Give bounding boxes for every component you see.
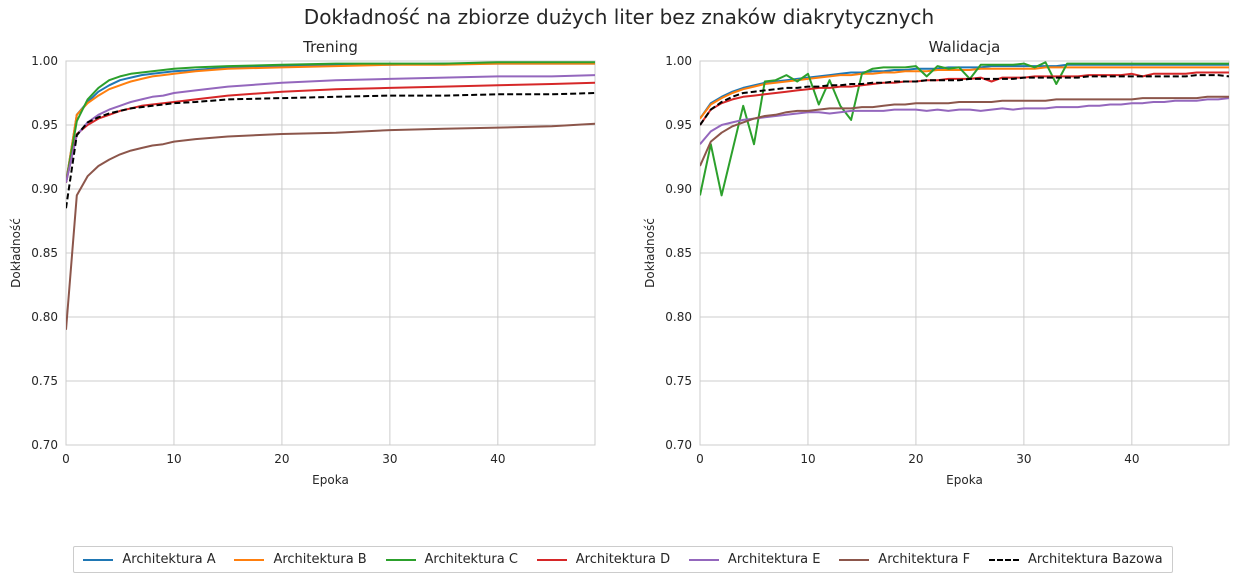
x-tick-label: 40	[490, 452, 505, 466]
x-axis-label: Epoka	[312, 473, 349, 487]
legend-label: Architektura Bazowa	[1027, 552, 1163, 567]
chart-panel-1: 0.70 0.75 0.80 0.85 0.90 0.95 1.00 0 10 20 30 40 Tre…	[9, 38, 596, 487]
y-tick-label: 0.90	[31, 182, 58, 196]
y-tick-label: 1.00	[665, 54, 692, 68]
plot-frame	[699, 60, 1230, 446]
series-line-1	[700, 63, 1229, 120]
panel-title: Trening	[302, 38, 358, 56]
x-tick-label: 0	[62, 452, 70, 466]
legend-item-bazowa: Architektura Bazowa	[988, 552, 1163, 567]
y-tick-label: 0.85	[665, 246, 692, 260]
y-tick-label: 0.85	[31, 246, 58, 260]
y-axis-label: Dokładność	[9, 218, 23, 288]
y-tick-label: 0.75	[665, 374, 692, 388]
chart-panel-2: 0.70 0.75 0.80 0.85 0.90 0.95 1.00 0 10 20 30 40 Wal…	[643, 38, 1230, 487]
x-tick-label: 10	[166, 452, 181, 466]
x-tick-label: 30	[382, 452, 397, 466]
series-line-6	[700, 95, 1229, 167]
legend-swatch	[839, 558, 870, 561]
series-line-5	[66, 74, 595, 183]
y-tick-label: 0.70	[31, 438, 58, 452]
legend-swatch	[536, 558, 567, 561]
x-tick-label: 0	[696, 452, 704, 466]
panel-title: Walidacja	[929, 38, 1001, 56]
y-tick-label: 1.00	[31, 54, 58, 68]
y-tick-label: 0.95	[31, 118, 58, 132]
legend-label: Architektura C	[424, 552, 518, 567]
series-group	[66, 61, 595, 330]
y-tick-label: 0.95	[665, 118, 692, 132]
legend-item-e: Architektura E	[688, 552, 821, 567]
legend-item-b: Architektura B	[234, 552, 367, 567]
figure-title: Dokładność na zbiorze dużych liter bez z…	[303, 5, 935, 29]
series-line-3	[66, 61, 595, 183]
series-line-4	[66, 81, 595, 183]
legend-label: Architektura E	[727, 552, 821, 567]
series-line-3	[700, 61, 1229, 197]
legend-swatch	[83, 558, 114, 561]
legend-item-c: Architektura C	[385, 552, 518, 567]
x-tick-label: 40	[1124, 452, 1139, 466]
series-line-6	[66, 122, 595, 330]
y-tick-label: 0.75	[31, 374, 58, 388]
legend-item-d: Architektura D	[536, 552, 671, 567]
legend-swatch	[385, 558, 416, 561]
legend-item-a: Architektura A	[83, 552, 216, 567]
plot-frame	[65, 60, 596, 446]
series-line-5	[700, 97, 1229, 145]
series-line-2	[700, 66, 1229, 120]
legend-label: Architektura A	[122, 552, 216, 567]
legend: Architektura A Architektura B Architektu…	[73, 546, 1173, 573]
series-line-7	[66, 92, 595, 209]
series-line-7	[700, 74, 1229, 126]
y-axis-label: Dokładność	[643, 218, 657, 288]
legend-label: Architektura B	[273, 552, 367, 567]
x-axis-label: Epoka	[946, 473, 983, 487]
x-tick-label: 20	[908, 452, 923, 466]
x-tick-label: 30	[1016, 452, 1031, 466]
legend-item-f: Architektura F	[839, 552, 970, 567]
x-tick-label: 10	[800, 452, 815, 466]
y-tick-label: 0.70	[665, 438, 692, 452]
y-tick-label: 0.90	[665, 182, 692, 196]
x-tick-label: 20	[274, 452, 289, 466]
series-group	[700, 61, 1229, 197]
legend-swatch	[234, 558, 265, 561]
legend-swatch	[988, 558, 1019, 561]
y-tick-label: 0.80	[665, 310, 692, 324]
legend-label: Architektura D	[575, 552, 671, 567]
legend-label: Architektura F	[878, 552, 971, 567]
series-line-2	[66, 62, 595, 183]
y-tick-label: 0.80	[31, 310, 58, 324]
legend-swatch	[688, 558, 719, 561]
